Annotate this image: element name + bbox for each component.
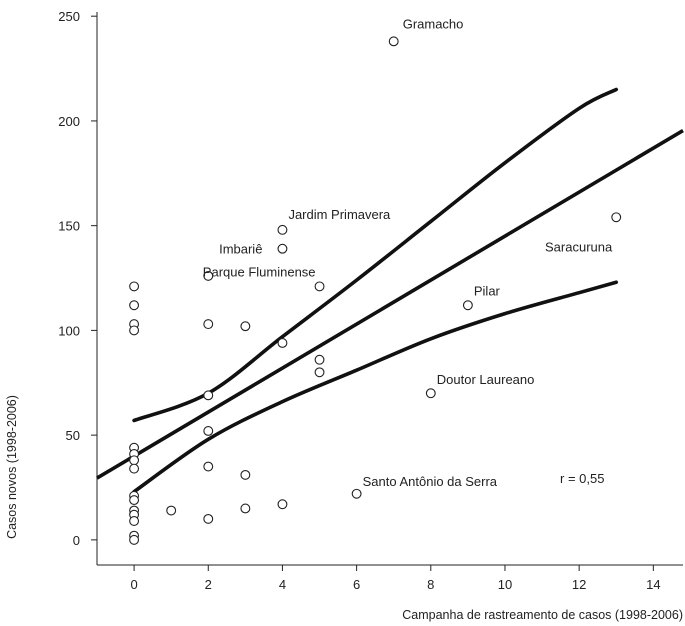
- data-point: [166, 505, 177, 516]
- y-tick-label: 50: [66, 428, 80, 443]
- data-point: [277, 224, 288, 235]
- data-point: [129, 534, 140, 545]
- data-point: [129, 455, 140, 466]
- point-label: Santo Antônio da Serra: [363, 474, 498, 489]
- data-point: [425, 388, 436, 399]
- x-tick-label: 0: [130, 577, 137, 592]
- data-point: [277, 243, 288, 254]
- x-tick-label: 8: [427, 577, 434, 592]
- data-point: [314, 281, 325, 292]
- data-point: [351, 488, 362, 499]
- data-point: [129, 325, 140, 336]
- x-tick-label: 10: [498, 577, 512, 592]
- y-tick-label: 0: [73, 533, 80, 548]
- x-tick-label: 6: [353, 577, 360, 592]
- confidence-band: [132, 87, 619, 494]
- data-point: [129, 516, 140, 526]
- data-point: [314, 354, 325, 365]
- y-ticks: 0 50 100 150 200 250: [58, 9, 97, 548]
- x-axis-title: Campanha de rastreamento de casos (1998-…: [402, 608, 683, 622]
- point-label: Doutor Laureano: [437, 372, 535, 387]
- data-point: [203, 270, 214, 281]
- data-point: [240, 503, 251, 514]
- data-point: [129, 495, 140, 506]
- point-label: Pilar: [474, 283, 501, 298]
- data-point: [611, 212, 622, 223]
- data-point: [203, 513, 214, 524]
- y-tick-label: 100: [58, 323, 80, 338]
- upper-confidence-line: [132, 87, 619, 423]
- x-tick-label: 4: [279, 577, 286, 592]
- point-label: Imbariê: [219, 242, 262, 257]
- point-label: Parque Fluminense: [203, 264, 316, 279]
- data-point: [203, 390, 214, 401]
- axes: [96, 12, 683, 566]
- data-point: [240, 321, 251, 332]
- data-point: [129, 300, 140, 311]
- x-tick-label: 2: [205, 577, 212, 592]
- data-point: [129, 281, 140, 292]
- x-tick-label: 14: [646, 577, 660, 592]
- x-tick-label: 12: [572, 577, 586, 592]
- x-ticks: 0 2 4 6 8 10 12 14: [130, 565, 661, 592]
- data-point: [462, 300, 473, 311]
- data-point: [203, 461, 214, 472]
- point-labels: Jardim Primavera Imbariê Parque Fluminense…: [203, 16, 613, 488]
- data-point: [129, 463, 140, 474]
- correlation-annotation: r = 0,55: [560, 471, 604, 486]
- data-point: [203, 425, 214, 436]
- data-point: [277, 499, 288, 510]
- y-tick-label: 200: [58, 114, 80, 129]
- data-point: [388, 36, 399, 47]
- y-tick-label: 250: [58, 9, 80, 24]
- data-point: [277, 338, 288, 348]
- data-point: [240, 469, 251, 480]
- data-point: [314, 367, 325, 378]
- data-point: [203, 319, 214, 330]
- data-points: [129, 36, 622, 545]
- lower-confidence-line: [132, 280, 619, 494]
- point-label: Gramacho: [403, 16, 464, 31]
- point-label: Saracuruna: [545, 239, 613, 254]
- regression-line: [96, 129, 684, 480]
- point-label: Jardim Primavera: [288, 207, 391, 222]
- y-tick-label: 150: [58, 219, 80, 234]
- y-axis-title: Casos novos (1998-2006): [5, 395, 19, 539]
- regression-line-group: [96, 129, 684, 480]
